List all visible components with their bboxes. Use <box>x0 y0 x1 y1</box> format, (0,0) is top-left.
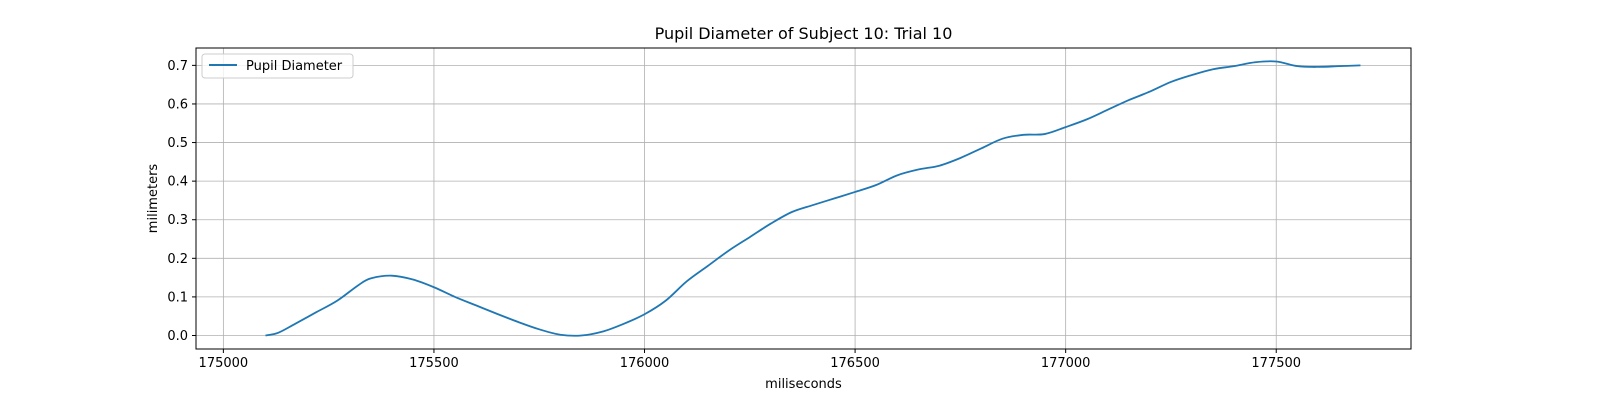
chart-title: Pupil Diameter of Subject 10: Trial 10 <box>655 24 953 43</box>
y-tick-label: 0.1 <box>167 290 188 305</box>
x-tick-label: 175500 <box>409 356 459 371</box>
y-axis-title: milimeters <box>146 164 161 234</box>
x-tick-label: 177500 <box>1251 356 1301 371</box>
y-tick-label: 0.7 <box>167 59 188 74</box>
x-axis-title: miliseconds <box>765 377 842 392</box>
series-line-pupil-diameter <box>265 60 1361 337</box>
y-tick-label: 0.0 <box>167 329 188 344</box>
x-tick-label: 176500 <box>830 356 880 371</box>
y-tick-label: 0.6 <box>167 97 188 112</box>
legend: Pupil Diameter <box>201 53 354 79</box>
x-tick-label: 177000 <box>1041 356 1091 371</box>
y-tick-label: 0.2 <box>167 252 188 267</box>
x-tick-label: 175000 <box>199 356 249 371</box>
y-tick-label: 0.3 <box>167 213 188 228</box>
legend-box <box>201 53 354 79</box>
y-tick-label: 0.4 <box>167 175 188 190</box>
y-tick-label: 0.5 <box>167 136 188 151</box>
axis-ticks: 175000 175500 176000 176500 177000 177500 0.0 0… <box>167 59 1301 371</box>
legend-label: Pupil Diameter <box>246 59 343 74</box>
plot-frame <box>195 47 1412 350</box>
grid-lines <box>196 48 1411 349</box>
x-tick-label: 176000 <box>620 356 670 371</box>
series-layer <box>265 60 1361 337</box>
